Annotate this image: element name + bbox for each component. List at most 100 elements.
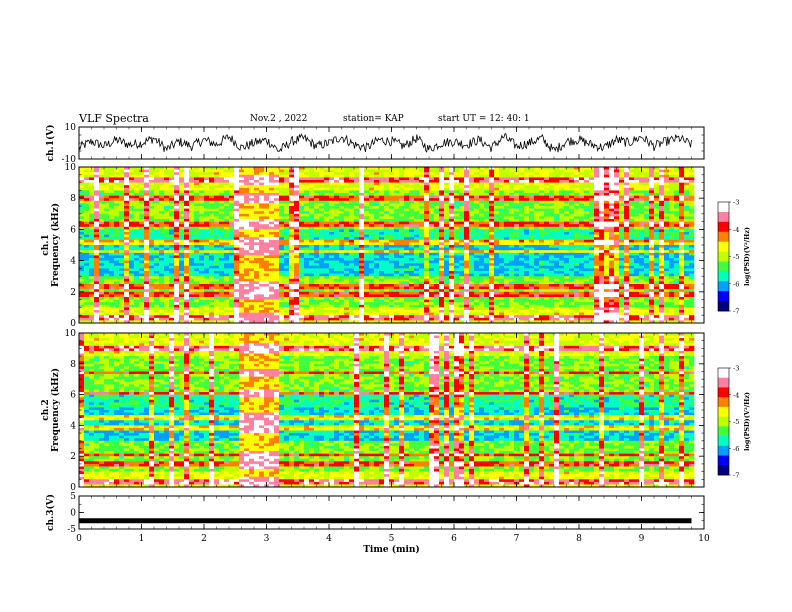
spectrogram-cell xyxy=(294,232,300,235)
spectrogram-cell xyxy=(204,239,210,243)
spectrogram-cell xyxy=(299,234,305,238)
spectrogram-cell xyxy=(104,182,110,186)
spectrogram-cell xyxy=(244,265,250,269)
spectrogram-cell xyxy=(129,315,135,319)
spectrogram-cell xyxy=(109,265,115,269)
spectrogram-cell xyxy=(104,255,110,259)
spectrogram-cell xyxy=(264,252,270,256)
spectrogram-cell xyxy=(344,260,350,264)
spectrogram-cell xyxy=(279,245,285,248)
spectrogram-cell xyxy=(264,307,270,311)
spectrogram-cell xyxy=(104,190,110,194)
spectrogram-cell xyxy=(254,193,260,196)
spectrogram-cell xyxy=(124,284,130,287)
spectrogram-cell xyxy=(404,291,410,295)
spectrogram-cell xyxy=(334,302,340,306)
spectrogram-cell xyxy=(104,252,110,256)
spectrogram-cell xyxy=(334,310,340,313)
spectrogram-cell xyxy=(394,289,400,293)
spectrogram-cell xyxy=(364,174,370,178)
spectrogram-cell xyxy=(124,185,130,189)
spectrogram-cell xyxy=(469,255,475,259)
spectrogram-cell xyxy=(239,315,245,319)
spectrogram-cell xyxy=(354,284,360,287)
spectrogram-cell xyxy=(284,182,290,186)
spectrogram-cell xyxy=(324,258,330,261)
spectrogram-cell xyxy=(224,265,230,269)
spectrogram-cell xyxy=(94,284,100,287)
spectrogram-cell xyxy=(344,219,350,222)
spectrogram-cell xyxy=(424,291,430,295)
spectrogram-cell xyxy=(304,307,310,311)
spectrogram-cell xyxy=(259,302,265,306)
spectrogram-cell xyxy=(164,276,170,280)
spectrogram-cell xyxy=(349,208,355,212)
spectrogram-cell xyxy=(409,299,415,303)
spectrogram-cell xyxy=(404,224,410,228)
spectrogram-cell xyxy=(309,291,315,295)
spectrogram-cell xyxy=(359,229,365,233)
spectrogram-cell xyxy=(419,216,425,220)
spectrogram-cell xyxy=(254,281,260,285)
spectrogram-cell xyxy=(454,260,460,264)
spectrogram-cell xyxy=(289,289,295,293)
spectrogram-cell xyxy=(189,310,195,313)
spectrogram-cell xyxy=(249,169,255,173)
spectrogram-cell xyxy=(154,242,160,246)
spectrogram-cell xyxy=(419,182,425,186)
spectrogram-cell xyxy=(79,281,85,285)
spectrogram-cell xyxy=(369,237,375,241)
spectrogram-cell xyxy=(174,226,180,230)
spectrogram-cell xyxy=(274,258,280,261)
spectrogram-cell xyxy=(254,245,260,248)
spectrogram-cell xyxy=(129,213,135,217)
spectrogram-cell xyxy=(469,167,475,170)
spectrogram-cell xyxy=(124,247,130,251)
spectrogram-cell xyxy=(104,297,110,300)
spectrogram-cell xyxy=(359,174,365,178)
spectrogram-cell xyxy=(359,224,365,228)
spectrogram-cell xyxy=(459,268,465,272)
spectrogram-cell xyxy=(354,315,360,319)
spectrogram-cell xyxy=(294,174,300,178)
spectrogram-cell xyxy=(429,213,435,217)
spectrogram-cell xyxy=(234,252,240,256)
spectrogram-cell xyxy=(89,260,95,264)
spectrogram-cell xyxy=(144,224,150,228)
spectrogram-cell xyxy=(144,242,150,246)
spectrogram-cell xyxy=(339,234,345,238)
spectrogram-cell xyxy=(79,312,85,316)
spectrogram-cell xyxy=(149,286,155,290)
spectrogram-cell xyxy=(174,281,180,285)
spectrogram-cell xyxy=(239,273,245,277)
spectrogram-cell xyxy=(179,219,185,222)
spectrogram-cell xyxy=(309,190,315,194)
spectrogram-cell xyxy=(79,234,85,238)
spectrogram-cell xyxy=(254,198,260,202)
spectrogram-cell xyxy=(479,260,485,264)
spectrogram-cell xyxy=(309,302,315,306)
spectrogram-cell xyxy=(479,286,485,290)
spectrogram-cell xyxy=(444,213,450,217)
spectrogram-cell xyxy=(294,276,300,280)
spectrogram-cell xyxy=(104,289,110,293)
spectrogram-cell xyxy=(369,310,375,313)
spectrogram-cell xyxy=(399,224,405,228)
spectrogram-cell xyxy=(439,271,445,274)
spectrogram-cell xyxy=(399,315,405,319)
spectrogram-cell xyxy=(174,219,180,222)
spectrogram-cell xyxy=(84,226,90,230)
spectrogram-cell xyxy=(319,268,325,272)
spectrogram-cell xyxy=(159,213,165,217)
spectrogram-cell xyxy=(409,281,415,285)
spectrogram-cell xyxy=(379,278,385,282)
spectrogram-cell xyxy=(269,242,275,246)
spectrogram-cell xyxy=(339,213,345,217)
spectrogram-cell xyxy=(339,200,345,204)
spectrogram-cell xyxy=(184,286,190,290)
spectrogram-cell xyxy=(439,195,445,199)
spectrogram-cell xyxy=(389,229,395,233)
spectrogram-cell xyxy=(474,255,480,259)
spectrogram-cell xyxy=(159,219,165,222)
spectrogram-cell xyxy=(439,242,445,246)
